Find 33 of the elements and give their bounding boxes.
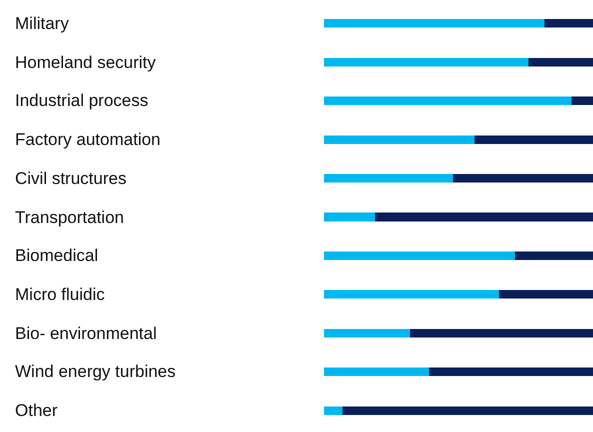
y-tick-label: Wind energy turbines (15, 362, 176, 381)
bar (324, 328, 410, 338)
bar (528, 58, 593, 66)
y-tick-label: Industrial process (15, 91, 148, 110)
bar (453, 174, 593, 183)
bar (324, 19, 545, 28)
bar (374, 212, 593, 222)
bar (324, 135, 475, 144)
bar (324, 251, 515, 260)
bar (498, 290, 593, 299)
bar (410, 328, 593, 338)
bar (324, 174, 454, 183)
y-tick-label: Other (15, 401, 58, 420)
y-tick-label: Micro fluidic (15, 285, 106, 304)
bar (324, 58, 528, 66)
bar (428, 368, 593, 376)
y-tick-label: Transportation (15, 208, 124, 227)
bar (324, 212, 375, 222)
bar (571, 96, 593, 106)
bar (324, 368, 429, 376)
bar (474, 135, 593, 144)
bar (324, 406, 343, 415)
bar (324, 96, 572, 106)
y-tick-label: Factory automation (15, 130, 161, 149)
bar (544, 19, 593, 28)
y-tick-label: Homeland security (15, 53, 156, 72)
y-tick-label: Biomedical (15, 246, 98, 265)
bar (342, 406, 593, 415)
y-tick-label: Bio- environmental (15, 324, 157, 343)
y-tick-label: Civil structures (15, 169, 126, 188)
bar (324, 290, 499, 299)
y-tick-label: Military (15, 14, 70, 33)
bar (514, 251, 593, 260)
